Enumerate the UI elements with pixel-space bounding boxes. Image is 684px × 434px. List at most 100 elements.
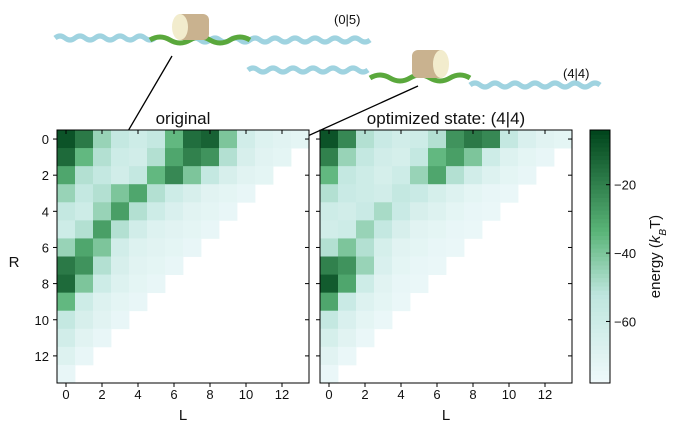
colorbar-step [590,277,610,283]
heat-cell [165,256,184,275]
heat-cell [374,256,393,275]
heat-cell [219,130,238,149]
colorbar-step [590,146,610,152]
heat-cell [201,184,220,203]
heat-cell [428,148,447,167]
colorbar-step [590,214,610,220]
heat-cell [320,346,339,366]
colorbar-step [590,205,610,211]
heat-cell [93,184,112,203]
heat-cell [320,274,339,294]
state-label: (0|5) [334,12,361,27]
colorbar-step [590,361,610,367]
heat-cell [356,166,375,185]
heat-cell [165,148,184,167]
colorbar-step [590,260,610,266]
heat-cell [320,130,339,149]
heat-cell [446,166,465,185]
heat-cell [75,148,94,167]
heat-cell [111,166,130,185]
colorbar-step [590,138,610,144]
heat-cell [428,184,447,203]
colorbar-step [590,319,610,325]
heat-cell [129,256,148,275]
colorbar-tick-label: −40 [614,246,636,261]
heat-cell [482,184,501,203]
colorbar-step [590,167,610,173]
heat-cell [554,130,573,149]
panel-title: original [156,109,211,128]
heat-cell [147,238,166,257]
heat-cell [392,292,411,312]
colorbar-step [590,142,610,148]
heat-cell [338,184,357,203]
colorbar-step [590,155,610,161]
heat-cell [183,202,202,221]
heat-cell [129,220,148,239]
heat-cell [482,130,501,149]
heat-cell [392,238,411,257]
colorbar-step [590,248,610,253]
heat-cell [464,166,483,185]
heat-cell [500,184,519,203]
heat-cell [356,328,375,348]
heat-cell [129,274,148,294]
heat-cell [428,130,447,149]
heat-cell [57,148,76,167]
heat-cell [446,130,465,149]
heat-cell [93,202,112,221]
colorbar-step [590,210,610,215]
heat-cell [464,220,483,239]
x-tick-label: 0 [62,387,69,402]
heat-cell [356,184,375,203]
heat-cell [446,184,465,203]
heat-cell [93,274,112,294]
heat-cell [392,148,411,167]
heat-cell [428,166,447,185]
heat-cell [374,202,393,221]
heat-cell [75,220,94,239]
y-tick-label: 8 [42,277,49,292]
heat-cell [57,310,76,330]
heat-cell [446,220,465,239]
heat-cell [129,238,148,257]
heat-cell [320,238,339,257]
heat-cell [392,256,411,275]
x-tick-label: 4 [397,387,404,402]
heat-cell [338,310,357,330]
heat-cell [57,130,76,149]
heat-cell [320,184,339,203]
dna [188,35,372,45]
heat-cell [338,328,357,348]
heat-cell [410,184,429,203]
heat-cell [356,292,375,312]
dna [468,80,602,90]
x-tick-label: 6 [433,387,440,402]
heat-cell [147,220,166,239]
heat-cell [57,220,76,239]
x-tick-label: 2 [361,387,368,402]
heat-cell [356,310,375,330]
heat-cell [111,238,130,257]
y-axis-label: R [9,254,20,271]
heat-cell [201,220,220,239]
heat-cell [428,220,447,239]
y-tick-label: 2 [42,168,49,183]
heat-cell [93,310,112,330]
heat-cell [111,292,130,312]
heat-cell [75,166,94,185]
heat-cell [129,202,148,221]
colorbar-step [590,374,610,380]
colorbar-step [590,218,610,224]
heat-cell [219,166,238,185]
x-tick-label: 10 [239,387,253,402]
colorbar-frame [589,129,611,384]
heat-cell [57,184,76,203]
colorbar-step [590,243,610,249]
heat-cell [75,346,94,366]
heat-cell [320,148,339,167]
heat-cell [374,310,393,330]
heat-cell [57,166,76,185]
heat-cell [183,166,202,185]
